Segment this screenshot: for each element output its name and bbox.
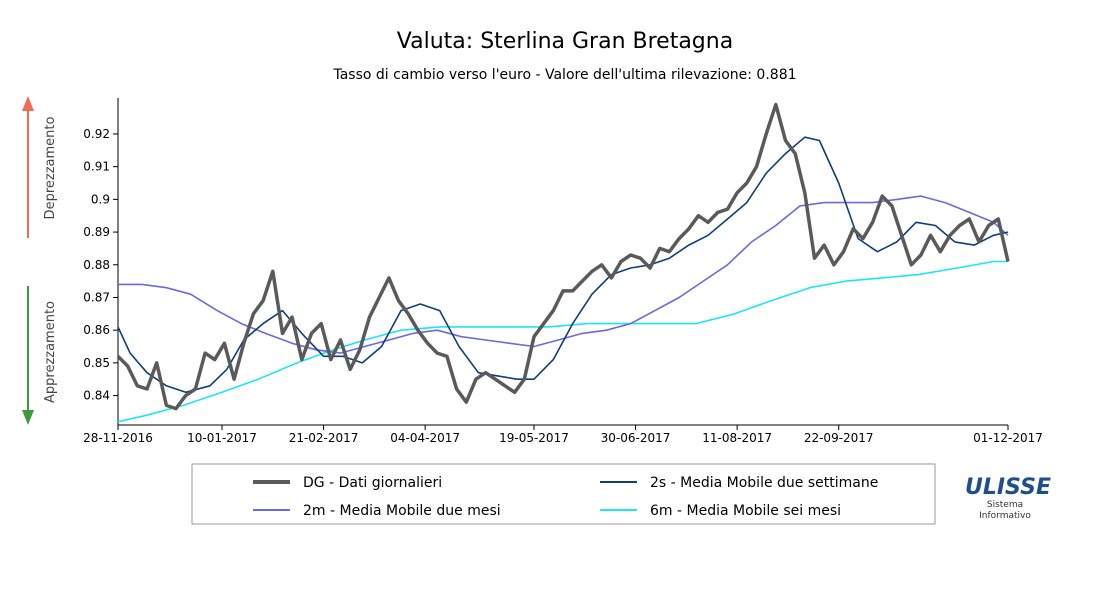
x-tick-label: 01-12-2017 [973,431,1043,445]
y-tick-label: 0.92 [83,127,110,141]
appreciation-label: Apprezzamento [43,301,58,403]
y-tick-label: 0.9 [91,192,110,206]
arrow-up-icon [22,96,34,111]
y-tick-label: 0.86 [83,323,110,337]
y-tick-label: 0.91 [83,160,110,174]
y-tick-label: 0.89 [83,225,110,239]
legend-label-dg: DG - Dati giornalieri [303,475,442,491]
chart-title: Valuta: Sterlina Gran Bretagna [397,29,733,54]
logo-wordmark: ULISSE [965,475,1051,500]
legend-box [191,463,936,525]
logo-line-2: Informativo [979,511,1031,521]
y-ticks: 0.84 0.85 0.86 0.87 0.88 0.89 0.9 0.91 0.92 [83,127,118,403]
y-tick-label: 0.84 [83,389,110,403]
x-tick-label: 10-01-2017 [187,431,257,445]
legend-label-2s: 2s - Media Mobile due settimane [650,475,878,491]
legend-label-2m: 2m - Media Mobile due mesi [303,503,501,519]
x-tick-label: 30-06-2017 [601,431,671,445]
x-tick-label: 04-04-2017 [390,431,460,445]
series-layer [116,102,1010,423]
series-line-dg [116,102,1010,411]
x-tick-label: 22-09-2017 [804,431,874,445]
logo-line-1: Sistema [987,500,1023,510]
y-tick-label: 0.85 [83,356,110,370]
series-line-m2 [118,195,1009,354]
x-tick-label: 21-02-2017 [289,431,359,445]
arrow-down-icon [22,410,34,425]
chart-subtitle: Tasso di cambio verso l'euro - Valore de… [332,67,796,83]
x-tick-label: 28-11-2016 [83,431,153,445]
series-line-m6 [117,260,1008,423]
depreciation-label: Deprezzamento [43,117,58,220]
y-tick-label: 0.87 [83,290,110,304]
series-line-s2 [117,136,1009,394]
x-tick-label: 19-05-2017 [499,431,569,445]
y-tick-label: 0.88 [83,258,110,272]
x-tick-label: 11-08-2017 [702,431,772,445]
ulisse-logo: ULISSE Sistema Informativo [965,475,1051,521]
legend-label-6m: 6m - Media Mobile sei mesi [650,503,841,519]
x-ticks: 28-11-2016 10-01-2017 21-02-2017 04-04-2017… [83,425,1043,445]
